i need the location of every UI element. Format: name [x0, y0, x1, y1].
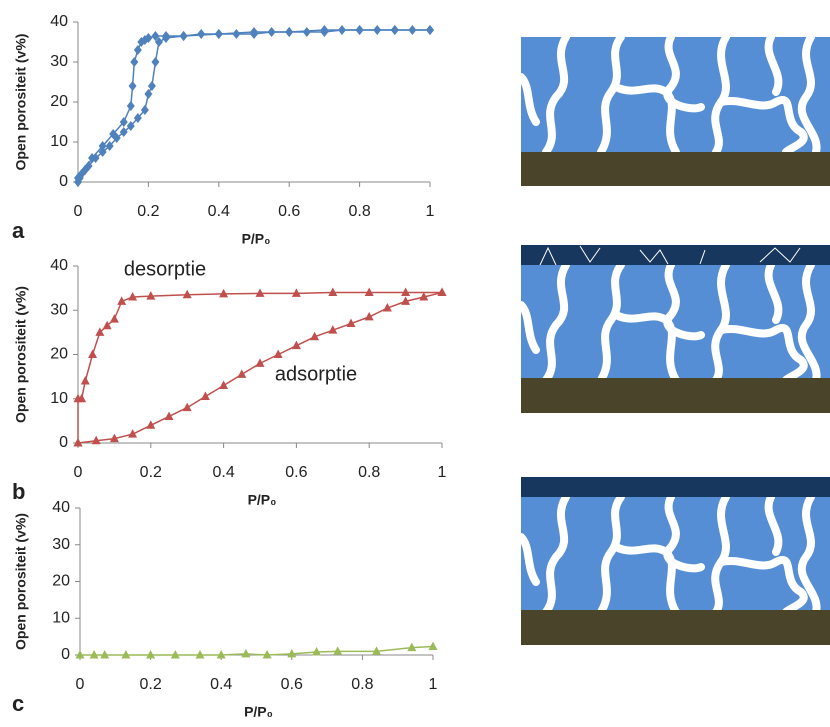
- y-axis-title: Open porositeit (v%): [13, 286, 29, 423]
- x-tick-label: 0.2: [139, 676, 161, 693]
- y-tick-label: 10: [50, 390, 68, 407]
- marker: [356, 25, 364, 35]
- x-axis-title: P/P₀: [244, 704, 273, 720]
- x-tick-label: 0.6: [278, 203, 300, 220]
- x-tick-label: 0.2: [137, 203, 159, 220]
- marker: [237, 369, 246, 378]
- marker: [151, 57, 159, 67]
- schematic-c: [521, 477, 830, 645]
- y-tick-label: 30: [50, 53, 68, 70]
- x-tick-label: 0.8: [358, 464, 380, 481]
- x-tick-label: 0: [74, 203, 83, 220]
- marker: [285, 27, 293, 37]
- marker: [183, 403, 192, 412]
- x-tick-label: 0.8: [351, 676, 373, 693]
- marker: [391, 25, 399, 35]
- marker: [180, 31, 188, 41]
- y-tick-label: 40: [52, 499, 70, 516]
- panel-label: b: [12, 479, 25, 504]
- marker: [303, 27, 311, 37]
- marker: [429, 642, 438, 651]
- y-tick-label: 20: [50, 93, 68, 110]
- annotation: adsorptie: [275, 363, 357, 385]
- x-tick-label: 1: [426, 203, 435, 220]
- y-tick-label: 20: [50, 346, 68, 363]
- figure: 01020304000.20.40.60.81Open porositeit (…: [0, 0, 830, 722]
- marker: [201, 392, 210, 401]
- x-tick-label: 0.8: [348, 203, 370, 220]
- y-tick-label: 20: [52, 573, 70, 590]
- series-line: [78, 293, 442, 443]
- marker: [197, 29, 205, 39]
- y-axis-title: Open porositeit (v%): [13, 513, 29, 650]
- marker: [215, 29, 223, 39]
- series-line: [78, 293, 442, 443]
- marker: [120, 127, 128, 137]
- x-axis-title: P/P₀: [242, 231, 271, 247]
- marker: [426, 25, 434, 35]
- y-axis-title: Open porositeit (v%): [13, 34, 29, 171]
- marker: [81, 376, 90, 385]
- x-tick-label: 0.4: [208, 203, 230, 220]
- marker: [110, 314, 119, 323]
- schematic-b: [521, 245, 830, 413]
- y-tick-label: 0: [59, 173, 68, 190]
- y-tick-label: 30: [52, 536, 70, 553]
- x-tick-label: 0: [76, 676, 85, 693]
- annotation: desorptie: [124, 258, 206, 280]
- x-tick-label: 0.2: [140, 464, 162, 481]
- panel-label: c: [12, 691, 24, 716]
- x-tick-label: 1: [429, 676, 438, 693]
- y-tick-label: 0: [59, 434, 68, 451]
- marker: [219, 380, 228, 389]
- marker: [241, 649, 250, 658]
- marker: [256, 288, 265, 297]
- marker: [129, 81, 137, 91]
- marker: [232, 29, 240, 39]
- marker: [144, 89, 152, 99]
- panel-label: a: [12, 218, 25, 243]
- y-tick-label: 40: [50, 257, 68, 274]
- schematic-a: [521, 37, 830, 186]
- x-tick-label: 1: [438, 464, 447, 481]
- marker: [148, 81, 156, 91]
- marker: [130, 57, 138, 67]
- marker: [134, 45, 142, 55]
- marker: [88, 350, 97, 359]
- y-tick-label: 30: [50, 301, 68, 318]
- marker: [127, 101, 135, 111]
- y-tick-label: 40: [50, 13, 68, 30]
- x-tick-label: 0.4: [210, 676, 232, 693]
- x-tick-label: 0.6: [281, 676, 303, 693]
- x-tick-label: 0: [74, 464, 83, 481]
- x-axis-title: P/P₀: [248, 492, 277, 508]
- y-tick-label: 10: [52, 609, 70, 626]
- y-tick-label: 0: [61, 646, 70, 663]
- x-tick-label: 0.4: [212, 464, 234, 481]
- x-tick-label: 0.6: [285, 464, 307, 481]
- y-tick-label: 10: [50, 133, 68, 150]
